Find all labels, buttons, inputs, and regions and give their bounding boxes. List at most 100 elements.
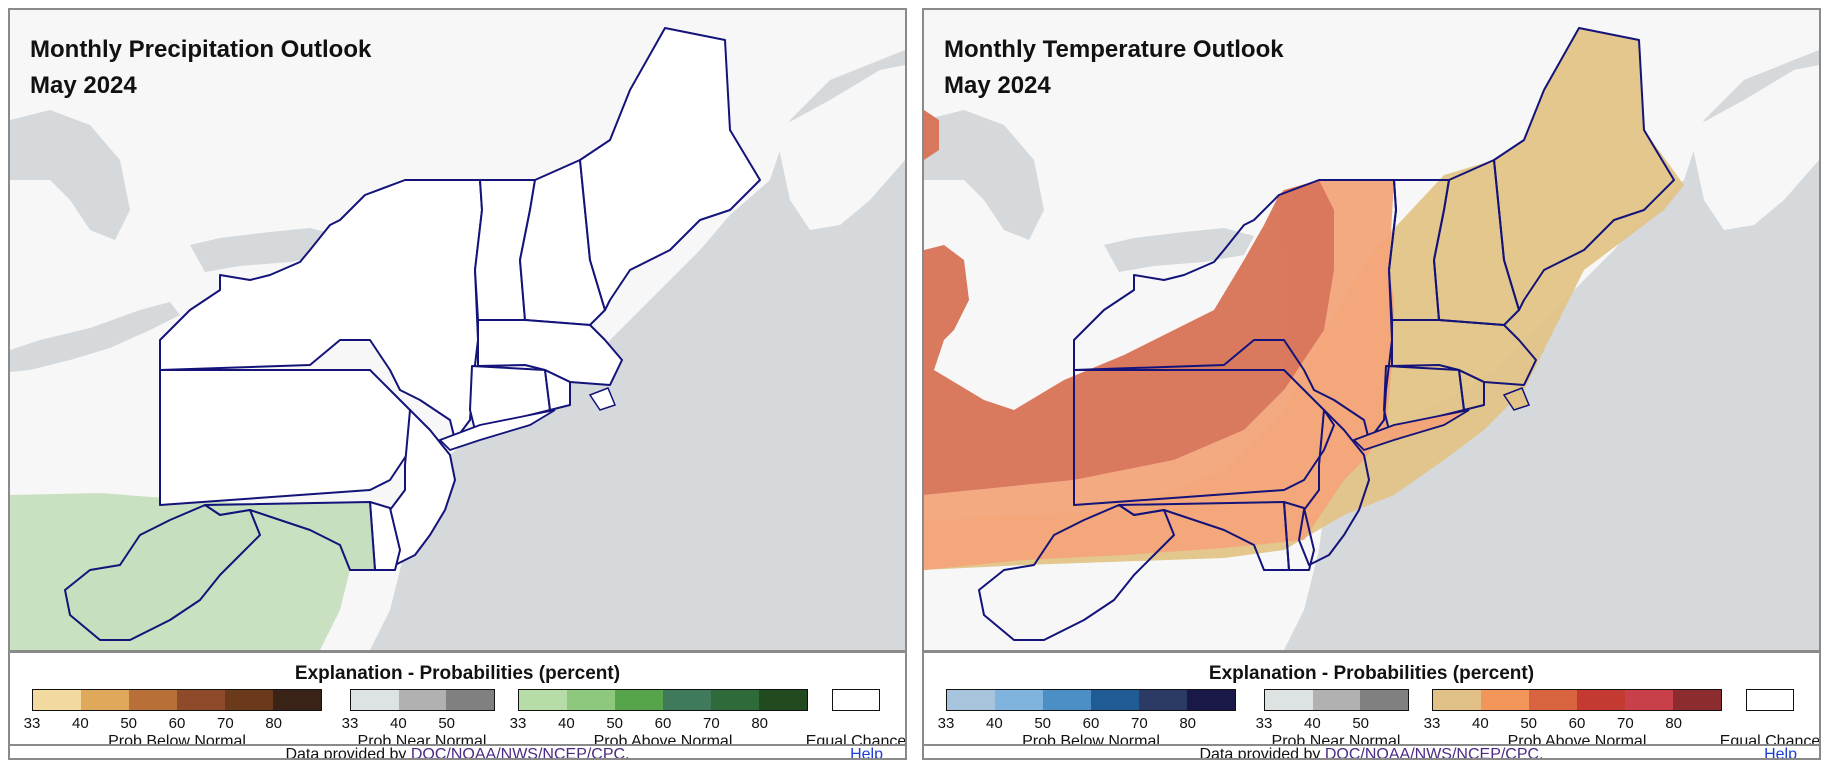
legend-tick-label: 80 bbox=[1665, 715, 1682, 732]
temperature-map[interactable]: Monthly Temperature Outlook May 2024 bbox=[924, 10, 1819, 650]
legend-swatch bbox=[1577, 690, 1625, 710]
credit-suffix: . bbox=[625, 746, 630, 760]
legend-heading: Explanation - Probabilities (percent) bbox=[1208, 663, 1535, 684]
legend-tick-label: 40 bbox=[557, 715, 575, 732]
state-borders bbox=[64, 27, 761, 641]
legend-swatch bbox=[615, 690, 663, 710]
legend-swatch bbox=[663, 690, 711, 710]
legend-swatch bbox=[225, 690, 273, 710]
legend-tick-label: 33 bbox=[23, 715, 41, 732]
legend-swatch bbox=[129, 690, 177, 710]
lake-huron bbox=[10, 110, 130, 240]
legend-tick-label: 50 bbox=[1520, 715, 1537, 732]
legend-tick-label: 60 bbox=[1082, 715, 1100, 732]
cpc-link[interactable]: DOC/NOAA/NWS/NCEP/CPC bbox=[410, 746, 626, 760]
legend-tick-label: 40 bbox=[71, 715, 89, 732]
legend-swatch bbox=[177, 690, 225, 710]
legend-swatch bbox=[1625, 690, 1673, 710]
legend-tick-label: 33 bbox=[1255, 715, 1273, 732]
long-island bbox=[438, 409, 556, 452]
maritimes-land bbox=[1689, 65, 1819, 230]
legend-tick-label: 80 bbox=[751, 715, 768, 732]
legend-tick-label: 33 bbox=[1423, 715, 1441, 732]
equal-chance-swatch bbox=[832, 689, 880, 711]
legend-swatch bbox=[398, 690, 447, 710]
legend-heading: Explanation - Probabilities (percent) bbox=[294, 663, 621, 684]
help-link[interactable]: Help bbox=[850, 746, 883, 760]
above-normal-scale bbox=[1432, 689, 1722, 711]
legend-tick-label: 70 bbox=[1130, 715, 1148, 732]
below-normal-scale bbox=[32, 689, 322, 711]
near-normal-scale bbox=[350, 689, 495, 711]
legend-tick-label: 50 bbox=[1034, 715, 1051, 732]
lake-huron bbox=[924, 110, 1044, 240]
legend-tick-label: 60 bbox=[1568, 715, 1586, 732]
legend-swatch bbox=[1529, 690, 1577, 710]
legend-swatch bbox=[711, 690, 759, 710]
cape-cod bbox=[588, 387, 616, 411]
legend-swatch bbox=[947, 690, 995, 710]
cpc-link[interactable]: DOC/NOAA/NWS/NCEP/CPC bbox=[1324, 746, 1540, 760]
lake-erie bbox=[10, 302, 180, 372]
legend-tick-label: 50 bbox=[606, 715, 623, 732]
credit-prefix: Data provided by bbox=[285, 746, 411, 760]
equal-chance-swatch bbox=[1746, 689, 1794, 711]
below-normal-ticks: 33 40 50 60 70 80 bbox=[24, 715, 322, 735]
legend: Explanation - Probabilities (percent) 33… bbox=[924, 650, 1819, 750]
legend: Explanation - Probabilities (percent) 33… bbox=[10, 650, 905, 750]
legend-tick-label: 80 bbox=[265, 715, 282, 732]
legend-tick-label: 40 bbox=[1303, 715, 1321, 732]
legend-swatch bbox=[1312, 690, 1361, 710]
legend-swatch bbox=[995, 690, 1043, 710]
lake-ontario bbox=[190, 228, 340, 272]
precipitation-map[interactable]: Monthly Precipitation Outlook May 2024 bbox=[10, 10, 905, 650]
legend-tick-label: 50 bbox=[438, 715, 455, 732]
temp-above-40-region bbox=[924, 180, 1394, 570]
temp-above-50-region-north bbox=[924, 110, 939, 160]
legend-swatch bbox=[1360, 690, 1409, 710]
legend-tick-label: 50 bbox=[120, 715, 137, 732]
legend-tick-label: 33 bbox=[341, 715, 359, 732]
legend-swatch bbox=[1091, 690, 1139, 710]
above-normal-scale bbox=[518, 689, 808, 711]
legend-swatch bbox=[1481, 690, 1529, 710]
legend-tick-label: 70 bbox=[702, 715, 720, 732]
help-link[interactable]: Help bbox=[1764, 746, 1797, 760]
legend-tick-label: 33 bbox=[509, 715, 527, 732]
map-title: Monthly Temperature Outlook bbox=[944, 36, 1284, 63]
legend-swatch bbox=[1265, 690, 1313, 710]
legend-swatch bbox=[1043, 690, 1091, 710]
credit-prefix: Data provided by bbox=[1199, 746, 1325, 760]
state-borders bbox=[978, 27, 1675, 641]
footer: Data provided by DOC/NOAA/NWS/NCEP/CPC. … bbox=[924, 744, 1819, 760]
near-normal-scale bbox=[1264, 689, 1409, 711]
credit-suffix: . bbox=[1539, 746, 1544, 760]
legend-tick-label: 33 bbox=[937, 715, 955, 732]
above-normal-ticks: 33 40 50 60 70 80 bbox=[510, 715, 808, 735]
legend-tick-label: 80 bbox=[1179, 715, 1196, 732]
legend-swatch bbox=[446, 690, 495, 710]
legend-tick-label: 40 bbox=[389, 715, 407, 732]
cape-cod bbox=[1502, 387, 1530, 411]
maritimes-land bbox=[775, 65, 905, 230]
legend-tick-label: 60 bbox=[168, 715, 186, 732]
map-title: Monthly Precipitation Outlook bbox=[30, 36, 372, 63]
below-normal-ticks: 33 40 50 60 70 80 bbox=[938, 715, 1236, 735]
legend-tick-label: 40 bbox=[1471, 715, 1489, 732]
temp-above-50-region bbox=[924, 180, 1334, 495]
legend-tick-label: 70 bbox=[1616, 715, 1634, 732]
near-normal-ticks: 33 40 50 bbox=[342, 715, 495, 735]
legend-swatch bbox=[1433, 690, 1481, 710]
legend-swatch bbox=[33, 690, 81, 710]
data-credit: Data provided by DOC/NOAA/NWS/NCEP/CPC. bbox=[10, 746, 905, 760]
near-normal-ticks: 33 40 50 bbox=[1256, 715, 1409, 735]
lake-ontario bbox=[1104, 228, 1254, 272]
legend-swatch bbox=[1187, 690, 1235, 710]
map-subtitle: May 2024 bbox=[944, 72, 1051, 99]
below-normal-scale bbox=[946, 689, 1236, 711]
legend-swatch bbox=[519, 690, 567, 710]
legend-swatch bbox=[273, 690, 321, 710]
legend-swatch bbox=[81, 690, 129, 710]
precipitation-outlook-panel: Monthly Precipitation Outlook May 2024 E… bbox=[8, 8, 907, 760]
footer: Data provided by DOC/NOAA/NWS/NCEP/CPC. … bbox=[10, 744, 905, 760]
